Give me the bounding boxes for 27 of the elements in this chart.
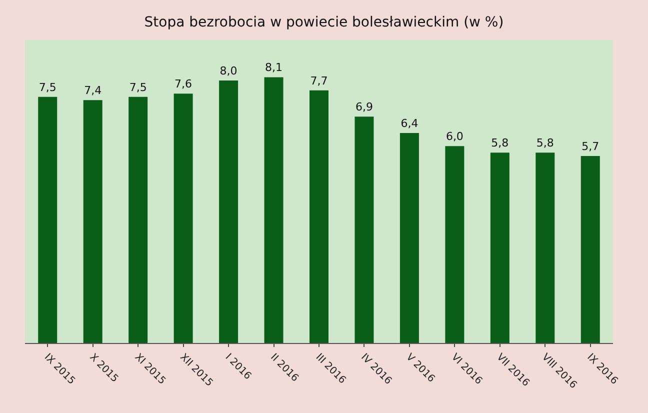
data-label: 5,8: [536, 136, 554, 150]
bar: [400, 132, 419, 343]
bar: [219, 80, 238, 343]
bar: [536, 152, 555, 343]
data-label: 7,7: [310, 74, 328, 88]
data-label: 5,8: [491, 136, 509, 150]
bar: [128, 96, 148, 343]
bar: [38, 96, 58, 343]
bar: [264, 77, 284, 343]
data-label: 8,0: [220, 64, 238, 78]
bar: [83, 100, 102, 343]
chart-title: Stopa bezrobocia w powiecie bolesławieckim (w %): [144, 14, 504, 30]
data-label: 8,1: [265, 61, 283, 74]
bar: [490, 152, 510, 343]
data-label: 5,7: [582, 140, 600, 153]
bar: [354, 116, 374, 343]
data-label: 7,4: [84, 84, 102, 98]
data-label: 7,5: [129, 80, 147, 94]
data-label: 6,9: [355, 100, 373, 114]
data-label: 7,5: [38, 80, 56, 94]
bar: [580, 156, 600, 343]
data-label: 6,0: [446, 130, 464, 144]
data-label: 6,4: [400, 116, 418, 130]
bar: [445, 146, 464, 343]
data-label: 7,6: [174, 78, 192, 91]
bar: [310, 90, 328, 343]
bar: [174, 94, 193, 343]
